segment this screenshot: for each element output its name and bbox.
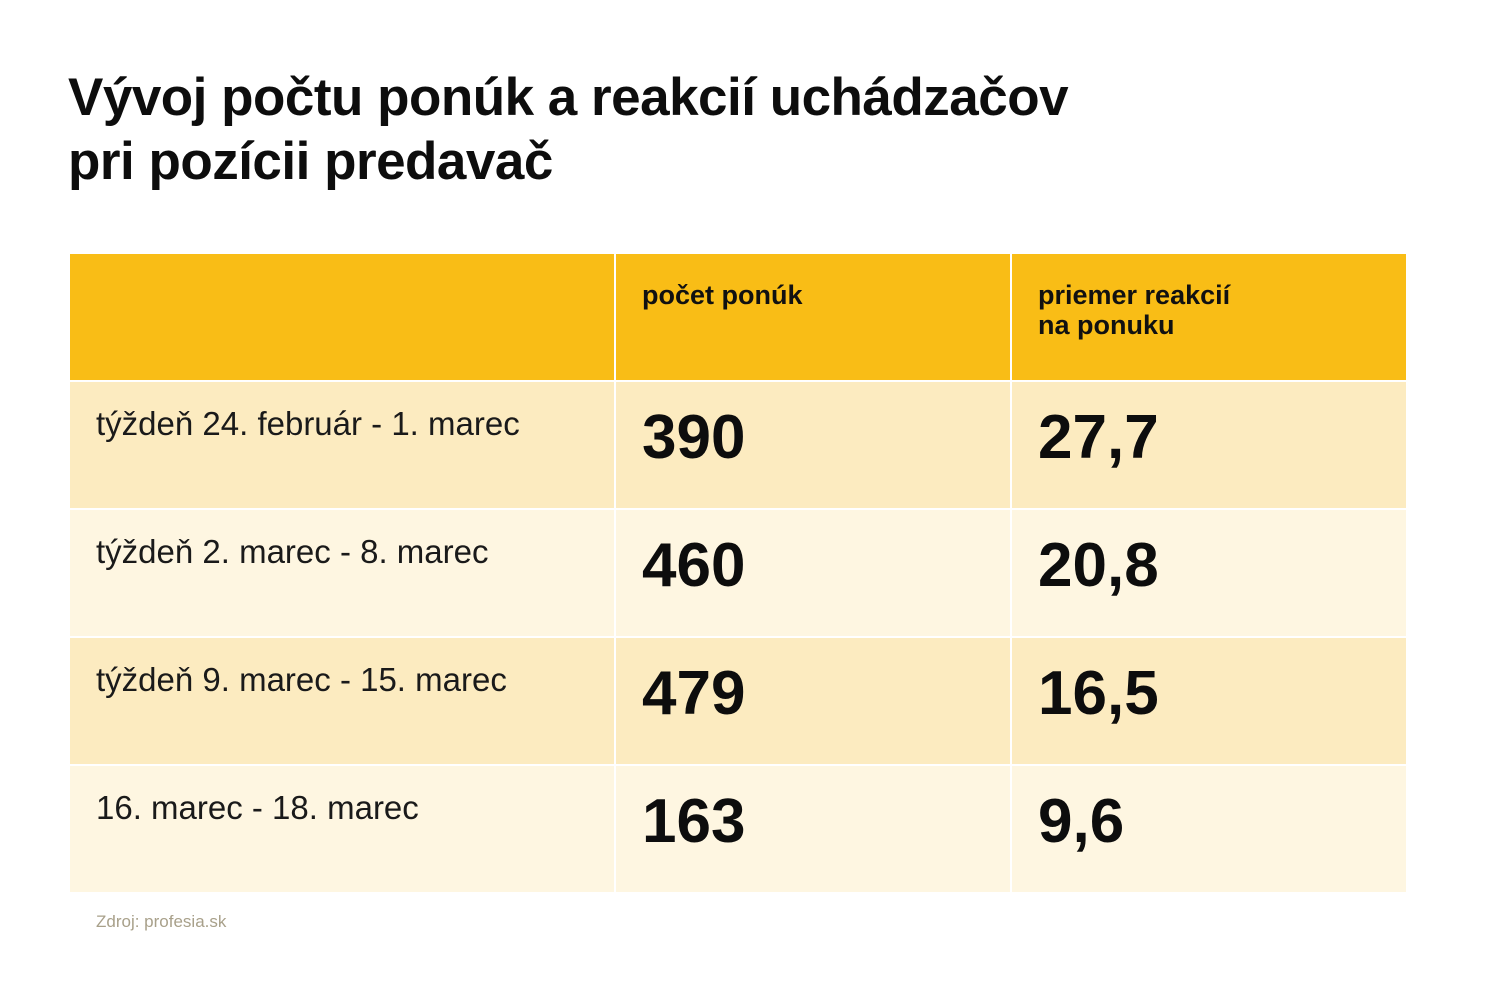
row-avg-reactions-value: 9,6 [1012,766,1406,892]
table-header-offers: počet ponúk [616,254,1010,380]
row-avg-reactions-value: 16,5 [1012,638,1406,764]
row-label: 16. marec - 18. marec [70,766,614,892]
row-offers-value: 479 [616,638,1010,764]
row-offers-value: 460 [616,510,1010,636]
row-offers-value: 163 [616,766,1010,892]
page-title: Vývoj počtu ponúk a reakcií uchádzačov p… [68,66,1368,194]
header-avg-line-2: na ponuku [1038,310,1175,340]
row-label: týždeň 2. marec - 8. marec [70,510,614,636]
row-avg-reactions-value: 20,8 [1012,510,1406,636]
title-line-2: pri pozícii predavač [68,132,553,191]
table-header-empty [70,254,614,380]
row-label: týždeň 24. február - 1. marec [70,382,614,508]
header-offers-label: počet ponúk [642,280,803,310]
table-header-avg-reactions: priemer reakcií na ponuku [1012,254,1406,380]
header-avg-line-1: priemer reakcií [1038,280,1231,310]
row-offers-value: 390 [616,382,1010,508]
row-avg-reactions-value: 27,7 [1012,382,1406,508]
source-note: Zdroj: profesia.sk [96,912,227,931]
data-table: počet ponúk priemer reakcií na ponuku tý… [70,254,1406,892]
row-label: týždeň 9. marec - 15. marec [70,638,614,764]
title-line-1: Vývoj počtu ponúk a reakcií uchádzačov [68,68,1069,127]
